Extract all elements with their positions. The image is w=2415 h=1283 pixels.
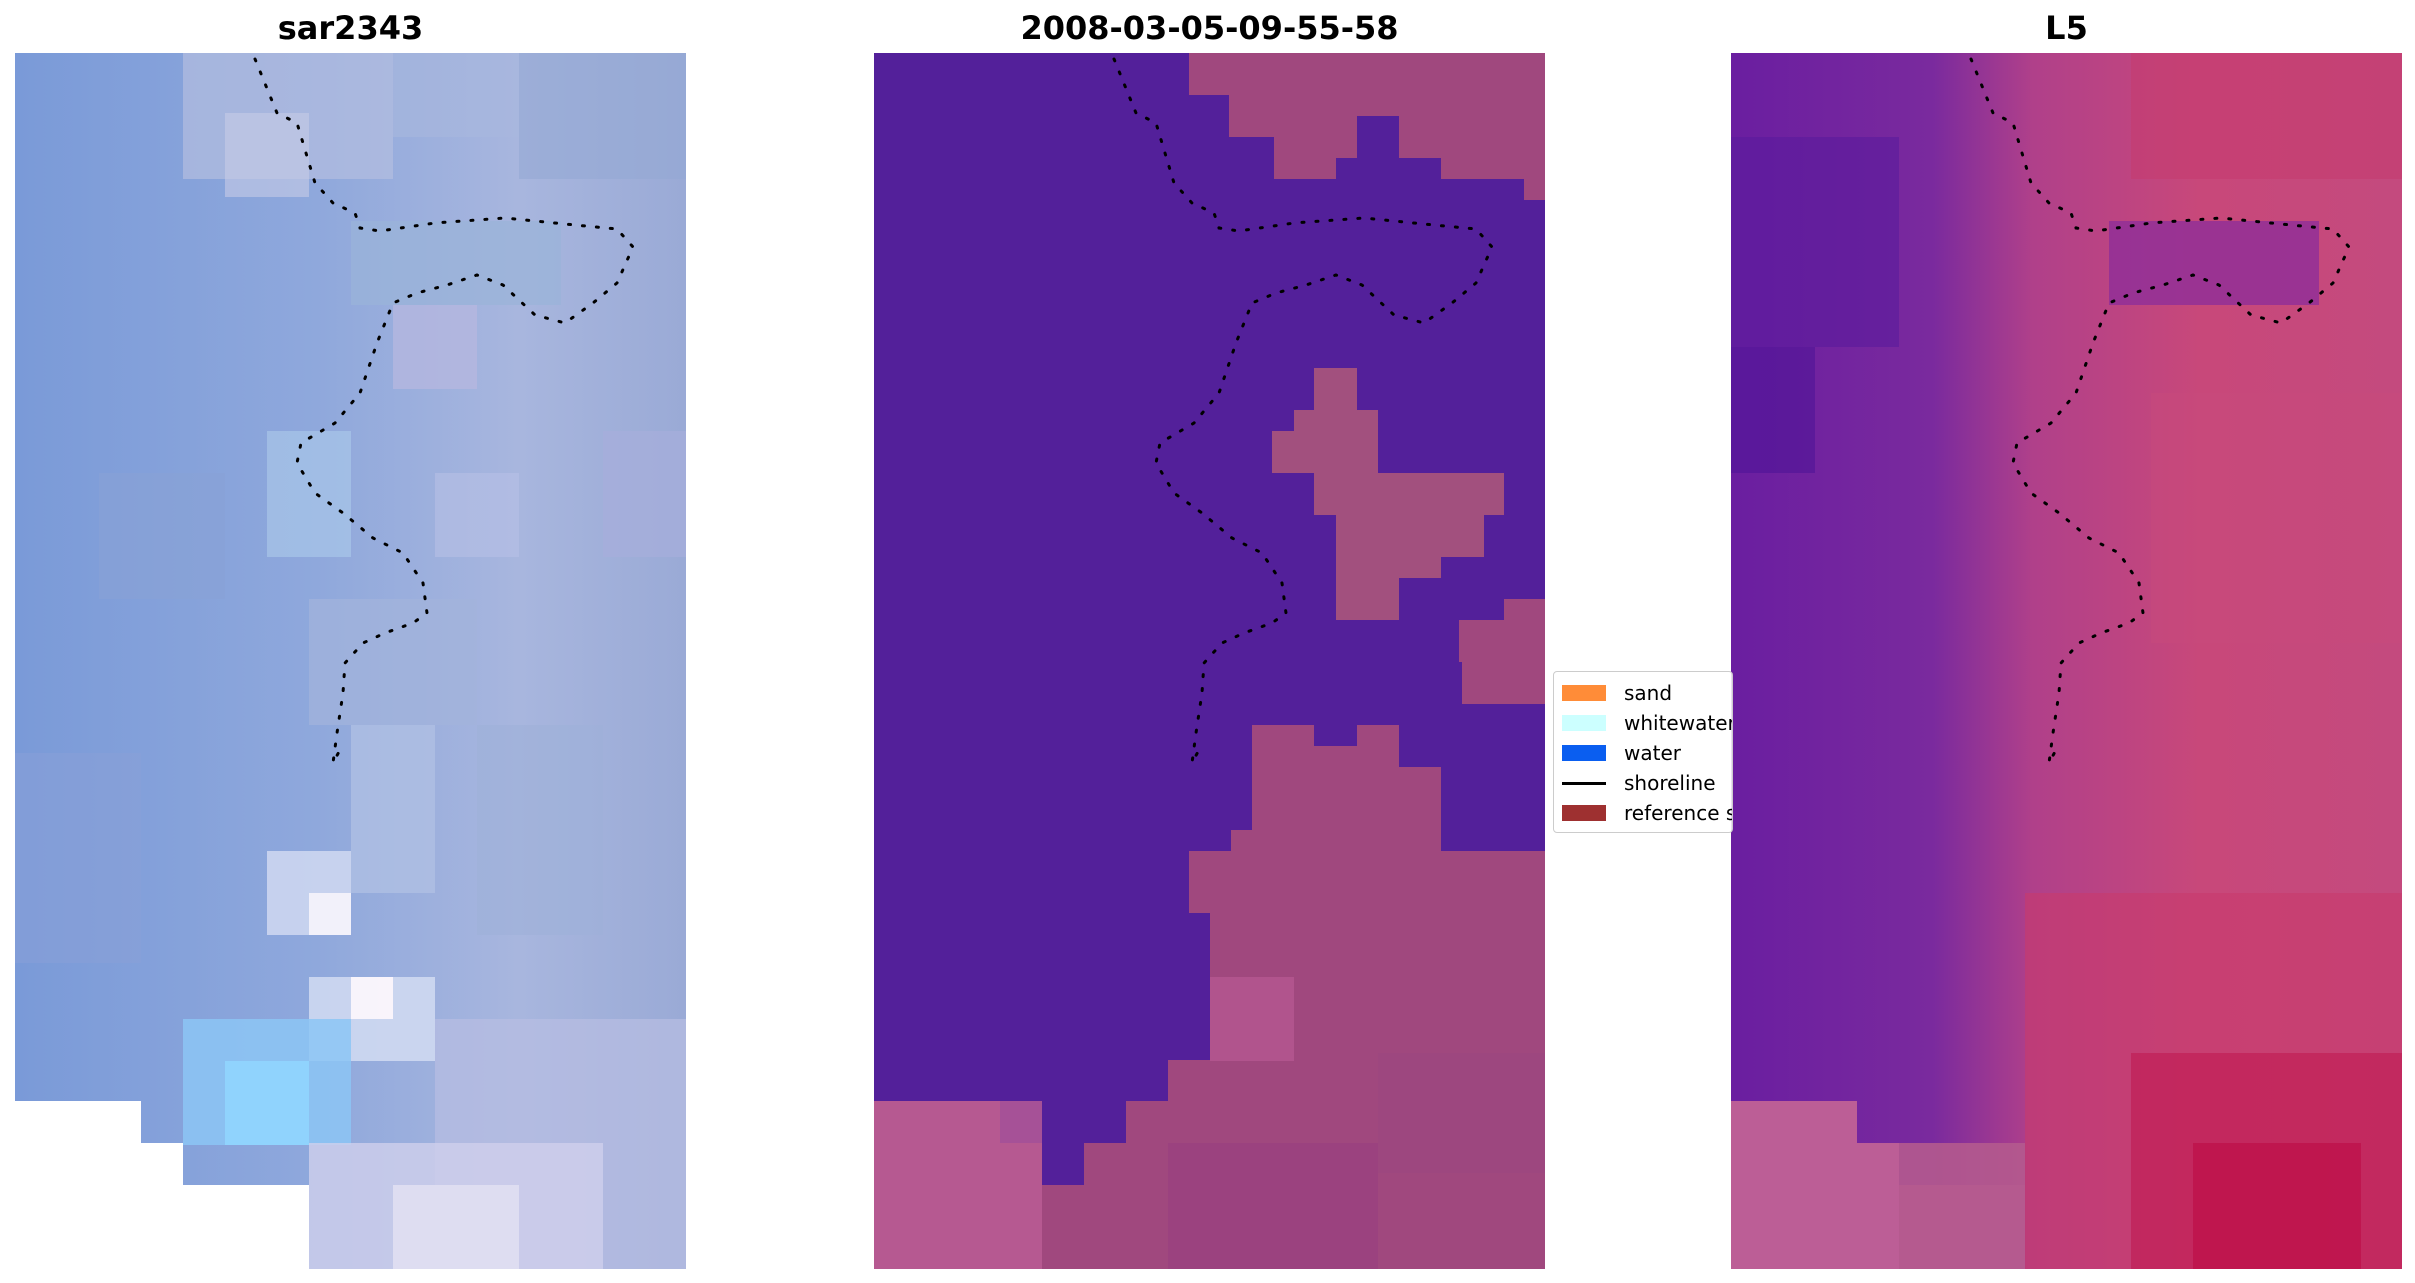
legend-label-whitewater: whitewater xyxy=(1624,711,1733,735)
legend-swatch-sand xyxy=(1562,685,1606,701)
panel-title-l5: L5 xyxy=(2045,9,2088,47)
legend-item-sand: sand xyxy=(1562,680,1732,706)
sar-rgb-image xyxy=(15,53,686,1269)
legend: sand whitewater water shoreline referenc… xyxy=(1553,671,1733,833)
legend-item-reference-shoreline: reference shoreline xyxy=(1562,800,1732,826)
legend-swatch-water xyxy=(1562,745,1606,761)
legend-label-reference-shoreline: reference shoreline xyxy=(1624,801,1732,825)
panel-title-sar: sar2343 xyxy=(277,9,424,47)
panel-title-date: 2008-03-05-09-55-58 xyxy=(1020,9,1399,47)
legend-item-water: water xyxy=(1562,740,1732,766)
legend-label-shoreline: shoreline xyxy=(1624,771,1716,795)
legend-label-sand: sand xyxy=(1624,681,1673,705)
legend-item-whitewater: whitewater xyxy=(1562,710,1733,736)
l5-image xyxy=(1731,53,2402,1269)
legend-line-shoreline xyxy=(1562,782,1606,785)
legend-label-water: water xyxy=(1624,741,1681,765)
legend-item-shoreline: shoreline xyxy=(1562,770,1732,796)
legend-swatch-whitewater xyxy=(1562,715,1606,731)
legend-swatch-reference-shoreline xyxy=(1562,805,1606,821)
classified-image xyxy=(874,53,1545,1269)
